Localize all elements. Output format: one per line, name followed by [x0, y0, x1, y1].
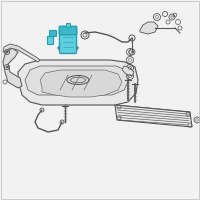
FancyBboxPatch shape	[59, 26, 77, 35]
FancyBboxPatch shape	[60, 28, 76, 53]
Polygon shape	[18, 60, 138, 105]
FancyBboxPatch shape	[48, 36, 54, 45]
Bar	[66, 23, 70, 27]
Polygon shape	[140, 22, 158, 34]
FancyBboxPatch shape	[50, 30, 57, 36]
Polygon shape	[122, 66, 134, 76]
Polygon shape	[40, 70, 122, 97]
Polygon shape	[115, 105, 192, 127]
Polygon shape	[25, 66, 129, 95]
Ellipse shape	[67, 75, 89, 84]
Circle shape	[6, 51, 8, 53]
Polygon shape	[3, 44, 40, 62]
Circle shape	[6, 66, 8, 68]
Polygon shape	[3, 48, 22, 88]
